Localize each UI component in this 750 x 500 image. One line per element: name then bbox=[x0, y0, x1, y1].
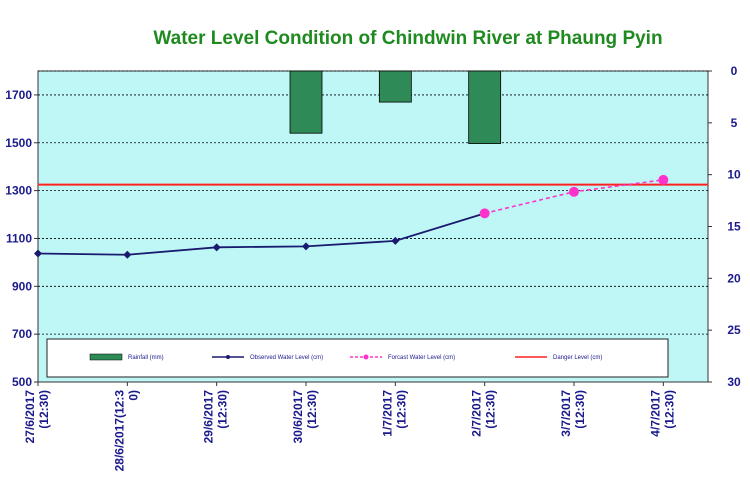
x-tick-label-line: 28/6/2017(12:3 bbox=[112, 390, 126, 472]
x-tick-label-line: (12:30) bbox=[573, 390, 587, 429]
rainfall-bar bbox=[468, 70, 502, 144]
x-tick-label-line: (12:30) bbox=[484, 390, 498, 429]
x-tick-label-line: (12:30) bbox=[216, 390, 230, 429]
forecast-point bbox=[479, 208, 490, 219]
legend-box bbox=[46, 338, 669, 378]
y-left-tick-label: 1100 bbox=[6, 231, 32, 245]
x-tick-label-line: 3/7/2017 bbox=[559, 390, 573, 437]
y-left-tick-label: 1300 bbox=[5, 184, 32, 198]
x-tick-label-line: 30/6/2017 bbox=[291, 390, 305, 444]
y-right-tick-label: 5 bbox=[731, 116, 738, 130]
x-tick-label: 29/6/2017 (12:30) bbox=[202, 390, 230, 444]
x-tick-label-line: 29/6/2017 bbox=[202, 390, 216, 444]
legend-swatch-marker bbox=[226, 355, 230, 359]
x-tick-label-line: (12:30) bbox=[305, 390, 319, 429]
y-right-tick-label: 10 bbox=[727, 168, 741, 182]
legend-label: Observed Water Level (cm) bbox=[250, 355, 323, 361]
forecast-point bbox=[569, 186, 579, 197]
x-tick-label: 27/6/2017 (12:30) bbox=[23, 390, 51, 444]
plot-area bbox=[37, 70, 709, 383]
x-tick-label: 28/6/2017(12:3 0) bbox=[112, 390, 140, 472]
x-tick-label: 1/7/2017 (12:30) bbox=[380, 390, 408, 437]
y-left-tick-label: 900 bbox=[12, 279, 32, 293]
rainfall-bar bbox=[378, 70, 412, 103]
y-right-tick-label: 0 bbox=[731, 64, 738, 78]
observed-line bbox=[37, 212, 485, 256]
x-tick-label-line: 27/6/2017 bbox=[23, 390, 37, 444]
legend-label: Rainfall (mm) bbox=[128, 355, 164, 361]
x-tick-label: 3/7/2017 (12:30) bbox=[559, 390, 587, 437]
x-tick-label: 4/7/2017 (12:30) bbox=[648, 390, 676, 437]
x-tick-label-line: 2/7/2017 bbox=[470, 390, 484, 437]
legend-swatch-marker bbox=[363, 354, 369, 360]
observed-point bbox=[34, 249, 42, 258]
x-tick-label: 30/6/2017 (12:30) bbox=[291, 390, 319, 444]
y-right-tick-label: 20 bbox=[727, 271, 741, 285]
y-left-tick-label: 1700 bbox=[5, 88, 32, 102]
observed-point bbox=[302, 242, 310, 251]
forecast-point bbox=[658, 174, 669, 185]
x-tick-label: 2/7/2017 (12:30) bbox=[470, 390, 498, 437]
legend-label: Forcast Water Level (cm) bbox=[388, 355, 455, 361]
x-tick-label-line: (12:30) bbox=[394, 390, 408, 429]
y-left-tick-label: 700 bbox=[12, 327, 32, 341]
x-tick-label-line: 4/7/2017 bbox=[648, 390, 662, 437]
rainfall-bar bbox=[289, 70, 323, 134]
y-right-tick-label: 25 bbox=[727, 323, 741, 337]
legend-label: Danger Level (cm) bbox=[553, 355, 602, 361]
x-tick-label-line: (12:30) bbox=[37, 390, 51, 429]
observed-point bbox=[123, 250, 132, 259]
y-right-tick-label: 30 bbox=[727, 375, 741, 389]
observed-point bbox=[391, 236, 400, 245]
x-tick-label-line: 1/7/2017 bbox=[380, 390, 394, 437]
y-right-tick-label: 15 bbox=[727, 220, 741, 234]
chart-title: Water Level Condition of Chindwin River … bbox=[153, 28, 662, 49]
observed-point bbox=[212, 243, 221, 252]
x-tick-label-line: (12:30) bbox=[662, 390, 676, 429]
y-left-tick-label: 1500 bbox=[5, 136, 32, 150]
x-tick-label-line: 0) bbox=[126, 390, 140, 401]
y-left-tick-label: 500 bbox=[12, 375, 32, 389]
legend-swatch-rainfall bbox=[89, 353, 123, 361]
